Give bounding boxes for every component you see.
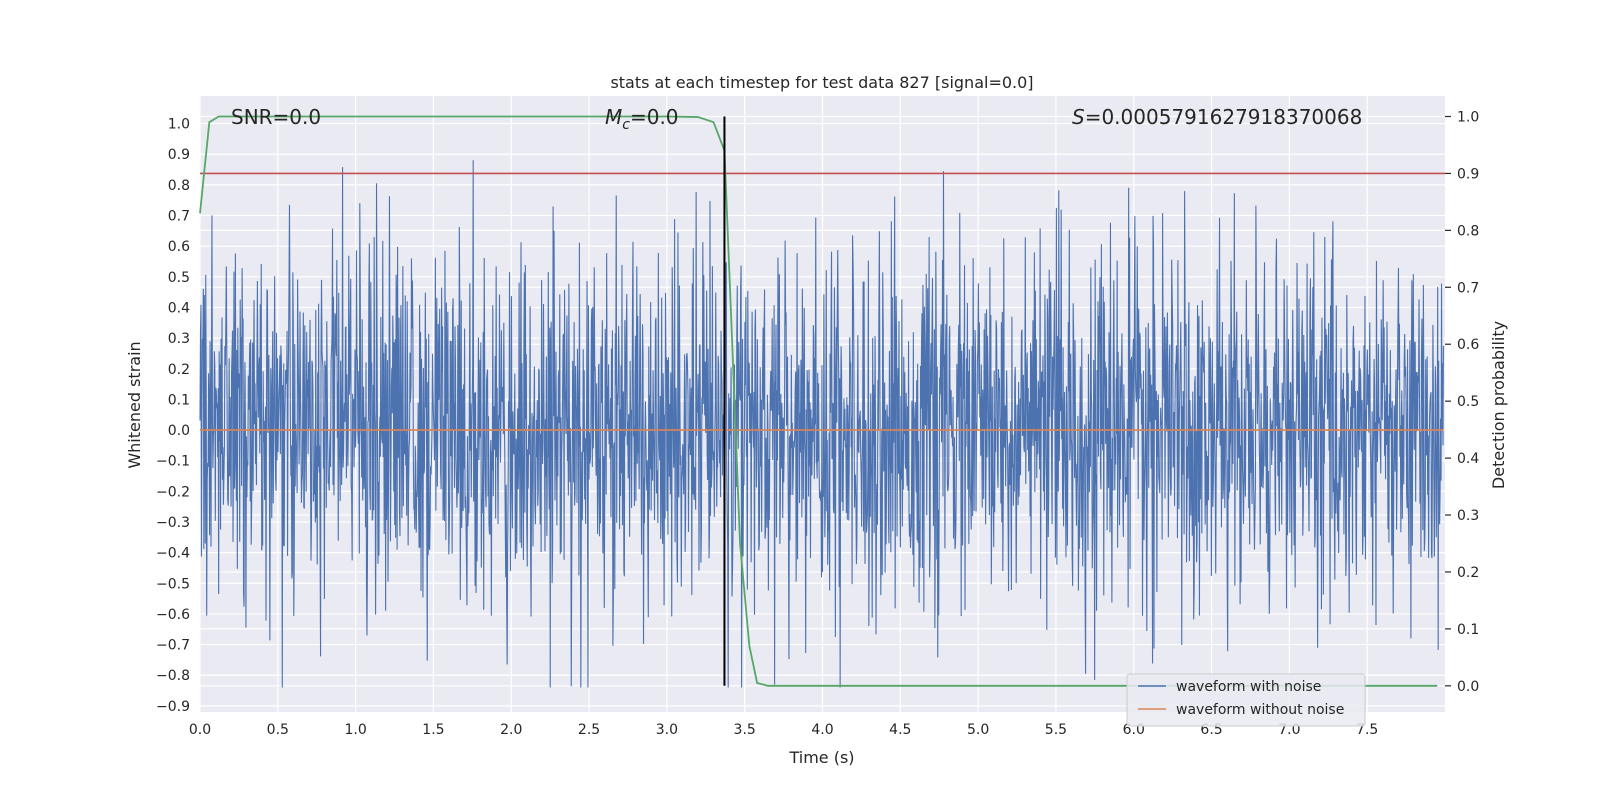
y-tick-label: 0.7: [168, 209, 190, 225]
y2-tick-label: 0.2: [1457, 565, 1479, 581]
y-tick-label: −0.4: [156, 546, 190, 562]
y-tick-label: −0.9: [156, 699, 190, 715]
x-tick-label: 5.5: [1045, 722, 1067, 738]
y-tick-label: 0.6: [168, 239, 190, 255]
x-tick-label: 3.0: [656, 722, 678, 738]
mc-value: =0.0: [630, 105, 679, 129]
axis-ticks: 0.0 0.5 1.0 1.5 2.0 2.5 3.0 3.5 4.0 4.5 5.0 5.5 6.0 6…: [156, 109, 1479, 738]
y-tick-label: 0.0: [168, 423, 190, 439]
x-tick-label: 1.5: [422, 722, 444, 738]
y2-tick-label: 0.7: [1457, 280, 1479, 296]
x-tick-label: 2.5: [578, 722, 600, 738]
x-tick-label: 0.0: [189, 722, 211, 738]
legend-box: [1126, 673, 1366, 727]
series-waveform-with-noise: [199, 160, 1444, 688]
x-tick-label: 2.0: [500, 722, 522, 738]
x-tick-label: 0.5: [267, 722, 289, 738]
x-tick-label: 4.5: [889, 722, 911, 738]
y-tick-label: 0.4: [168, 300, 190, 316]
y-tick-label: 1.0: [168, 117, 190, 133]
y-axis-label: Whitened strain: [125, 341, 144, 468]
y-tick-label: 0.2: [168, 362, 190, 378]
y-tick-label: 0.1: [168, 392, 190, 408]
chart-title: stats at each timestep for test data 827…: [610, 73, 1033, 92]
y2-tick-label: 0.9: [1457, 166, 1479, 182]
s-symbol: S: [1072, 105, 1085, 129]
y-tick-label: 0.5: [168, 270, 190, 286]
x-axis-label: Time (s): [788, 748, 854, 767]
x-tick-label: 4.0: [811, 722, 833, 738]
s-annotation: S=0.0005791627918370068: [1072, 105, 1362, 129]
y-tick-label: −0.8: [156, 668, 190, 684]
mc-symbol: M: [605, 105, 622, 129]
legend-label-noise: waveform with noise: [1176, 679, 1321, 695]
y-tick-label: −0.1: [156, 454, 190, 470]
waveform-with-noise-line: [199, 160, 1444, 688]
y-tick-label: 0.8: [168, 178, 190, 194]
mc-subscript: c: [622, 117, 630, 133]
mc-annotation: Mc=0.0: [605, 105, 679, 133]
y2-tick-label: 0.8: [1457, 223, 1479, 239]
legend-label-clean: waveform without noise: [1176, 702, 1344, 718]
y-tick-label: −0.2: [156, 484, 190, 500]
y-tick-label: −0.7: [156, 638, 190, 654]
series-lines: [199, 115, 1445, 687]
y2-tick-label: 0.1: [1457, 622, 1479, 638]
y-tick-label: 0.9: [168, 147, 190, 163]
snr-annotation: SNR=0.0: [231, 105, 321, 129]
y2-tick-label: 0.6: [1457, 337, 1479, 353]
y2-tick-label: 0.4: [1457, 451, 1479, 467]
detection-probability-line: [199, 115, 1438, 687]
y2-tick-label: 0.5: [1457, 394, 1479, 410]
x-tick-label: 3.5: [734, 722, 756, 738]
legend: waveform with noise waveform without noi…: [1126, 673, 1366, 727]
y2-tick-label: 0.0: [1457, 679, 1479, 695]
y2-tick-label: 1.0: [1457, 109, 1479, 125]
y-tick-label: 0.3: [168, 331, 190, 347]
y-tick-label: −0.5: [156, 576, 190, 592]
y2-axis-label: Detection probability: [1489, 321, 1508, 489]
y-tick-label: −0.3: [156, 515, 190, 531]
x-tick-label: 5.0: [967, 722, 989, 738]
x-tick-label: 1.0: [344, 722, 366, 738]
y-tick-label: −0.6: [156, 607, 190, 623]
s-value: =0.0005791627918370068: [1085, 105, 1363, 129]
y2-tick-label: 0.3: [1457, 508, 1479, 524]
